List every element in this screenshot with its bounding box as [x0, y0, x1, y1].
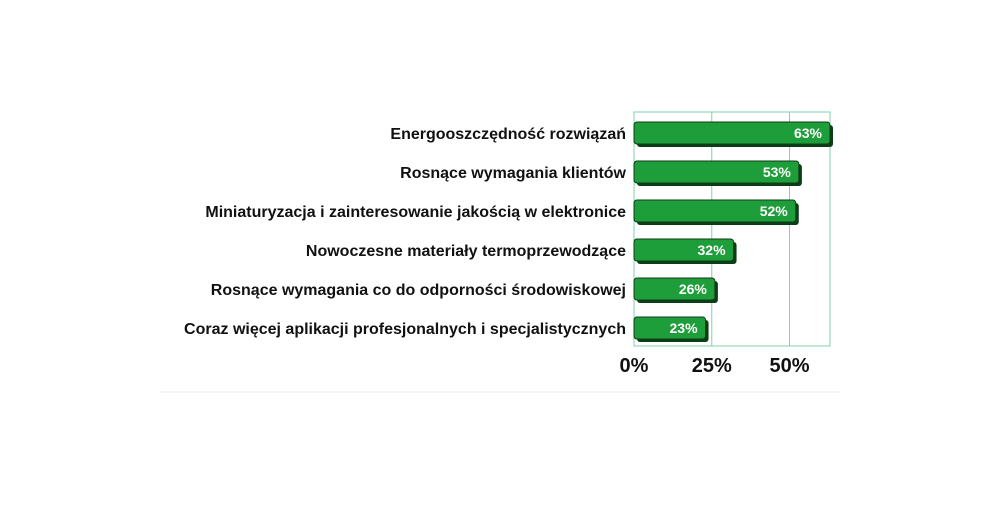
category-label: Miniaturyzacja i zainteresowanie jakości… — [205, 204, 626, 221]
x-tick-label: 50% — [770, 355, 810, 377]
x-tick-label: 0% — [620, 355, 649, 377]
category-label: Rosnące wymagania co do odporności środo… — [211, 282, 626, 299]
data-label: 52% — [760, 203, 789, 219]
data-label: 63% — [794, 125, 823, 141]
bar-layer — [633, 121, 833, 342]
category-label: Nowoczesne materiały termoprzewodzące — [306, 243, 626, 260]
category-label: Rosnące wymagania klientów — [400, 165, 626, 182]
grid-layer — [633, 111, 831, 347]
plot-frame — [633, 111, 831, 347]
bar — [633, 160, 800, 184]
bar — [633, 199, 797, 223]
x-tick-label: 25% — [692, 355, 732, 377]
bar — [633, 316, 707, 340]
data-label: 26% — [679, 281, 708, 297]
data-label: 53% — [763, 164, 792, 180]
category-label: Energooszczędność rozwiązań — [390, 126, 626, 143]
bar — [633, 121, 831, 145]
bar — [633, 238, 735, 262]
data-label: 32% — [698, 242, 727, 258]
bar — [633, 277, 716, 301]
tick-layer: 0% 25% 50% — [160, 355, 840, 393]
data-label: 23% — [670, 320, 699, 336]
category-label: Coraz więcej aplikacji profesjonalnych i… — [184, 321, 626, 338]
label-layer: Energooszczędność rozwiązań 63% Rosnące wy… — [184, 125, 822, 338]
